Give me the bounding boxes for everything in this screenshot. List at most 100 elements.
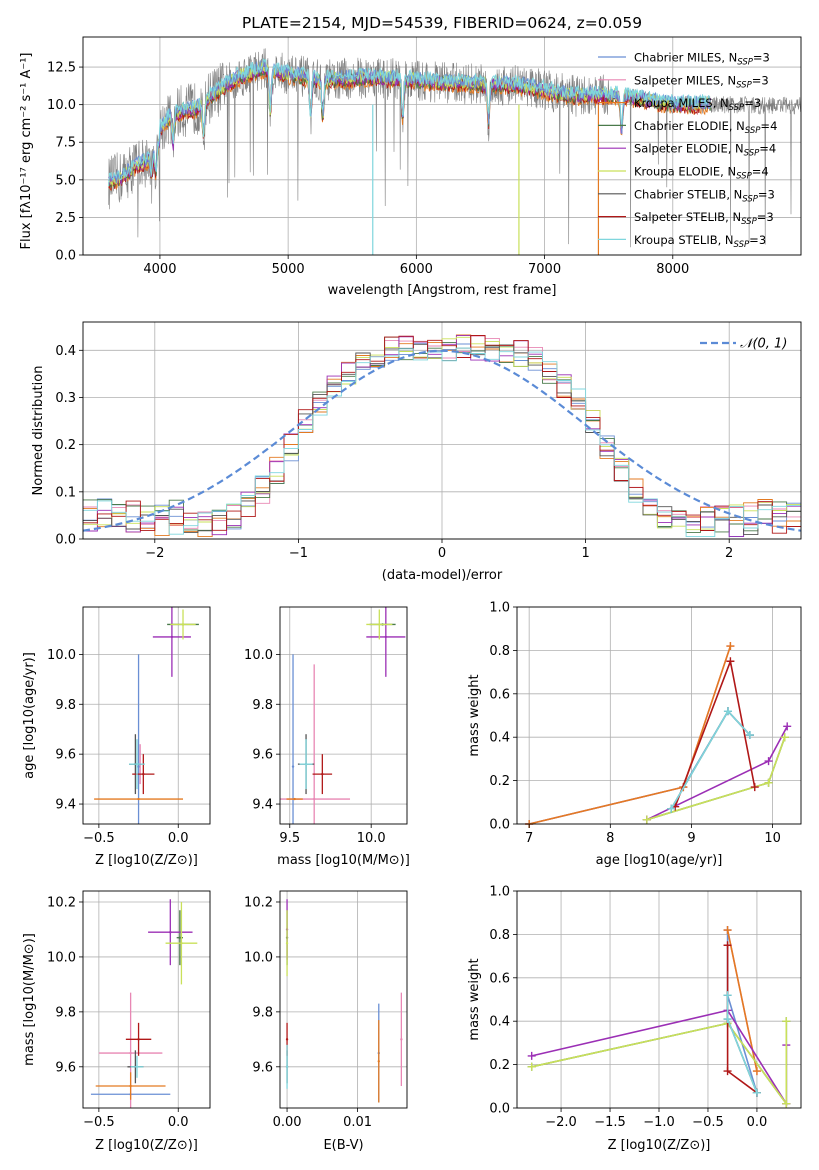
point-marker [312,797,316,801]
point-kroupa-elodie [366,609,393,640]
plot-area [108,48,801,255]
point-kroupa-miles [286,797,303,801]
x-tick-label: 5000 [272,262,305,277]
legend-eq: = [758,187,768,201]
x-tick-label: 2 [725,546,733,561]
point-marker [745,731,754,740]
y-tick-label: 0.4 [55,344,76,359]
legend-eq: = [760,119,770,133]
x-tick-label: −0.5 [83,1115,115,1130]
x-axis-label: Z [log10(Z/Z⊙)] [608,1138,711,1153]
legend-n: 4 [769,142,776,156]
y-tick-label: 10.0 [47,950,76,965]
legend-entry: Kroupa MILES, NSSP=3 [634,96,761,113]
y-axis-label: Normed distribution [31,366,46,496]
point-marker [667,804,676,813]
y-tick-label: 9.8 [55,698,76,713]
point-marker [321,772,324,776]
y-tick-label: 5.0 [55,173,76,188]
point-marker [304,762,308,766]
panel-age_vs_mass: 9.5 10.0 9.4 9.6 9.8 10.0 mass [log10(M/M⊙)] [244,606,410,868]
legend-sub: SSP [736,80,752,90]
plot-area [94,607,199,824]
panel-mass_weight_vs_age: 7 8 9 10 0.0 0.2 0.4 0.6 0.8 1.0 age [log10(age/yr… [467,601,802,868]
point-marker [291,765,295,768]
legend-eq: = [749,233,759,247]
legend-sub: SSP [744,149,760,159]
legend-sub: SSP [741,217,757,227]
y-axis-label: age [log10(age/yr)] [22,652,37,779]
y-axis-label: mass weight [467,674,482,756]
panel-mass_vs_ebv: 0.00 0.01 9.6 9.8 10.0 10.2 E(B-V) [244,890,408,1153]
point-marker [378,623,381,626]
x-tick-label: 0.0 [747,1115,768,1130]
residual-hist-kroupa-stelib [83,347,801,538]
x-tick-label: 4000 [143,262,176,277]
point-kroupa-stelib [285,1044,289,1089]
point-marker [180,941,183,945]
legend-eq: = [757,210,767,224]
y-tick-label: 0.8 [489,644,510,659]
legend-eq: = [744,96,754,110]
point-kroupa-elodie [165,901,198,985]
point-marker [780,733,789,742]
point-kroupa-miles [377,1020,380,1103]
point-marker [723,941,732,950]
x-tick-label: −1 [289,546,308,561]
y-tick-label: 12.5 [47,61,76,76]
x-tick-label: 0.00 [273,1115,302,1130]
x-tick-label: 1 [581,546,589,561]
series-salpeter-elodie [642,722,792,824]
point-marker [752,1088,761,1097]
y-tick-label: 0.2 [489,774,510,789]
legend-entry: Chabrier MILES, NSSP=3 [634,51,770,68]
legend-n-label: , N [728,142,744,156]
x-axis-label: age [log10(age/yr)] [596,853,723,868]
y-tick-label: 0.0 [489,818,510,833]
legend-n-label: , N [713,96,729,110]
point-marker [782,1017,791,1026]
point-kroupa-miles [94,797,184,801]
y-tick-label: 9.8 [55,1005,76,1020]
x-tick-label: 8 [606,831,614,846]
legend-series-name: Kroupa ELODIE [634,165,720,179]
y-tick-label: 0.2 [489,1058,510,1073]
x-tick-label: 0.01 [343,1115,372,1130]
point-marker [129,1051,132,1055]
legend-series-name: Salpeter STELIB [634,210,725,224]
y-axis-label: Flux [fλ10⁻¹⁷ erg cm⁻² s⁻¹ A⁻¹] [19,53,34,250]
residual-hist-kroupa-elodie [83,336,801,531]
point-marker [170,635,174,639]
point-salpeter-stelib [132,754,155,795]
panel-residuals: −2 −1 0 1 2 0.0 0.1 0.2 0.3 0.4 𝒩(0, 1) (data-model… [31,321,802,583]
x-tick-label: −1.5 [594,1115,626,1130]
y-tick-label: 9.8 [252,698,273,713]
point-marker [723,991,732,1000]
point-marker [135,1065,139,1068]
legend-series-name: Kroupa STELIB [634,233,718,247]
plot-area [525,642,792,828]
point-kroupa-stelib [129,739,145,790]
axes-frame [516,606,802,825]
point-marker [169,931,172,934]
model-spectrum-kroupa-stelib [108,57,712,187]
y-tick-label: 9.4 [55,798,76,813]
point-chabrier-miles [291,654,295,824]
y-tick-label: 0.6 [489,687,510,702]
plot-area [280,607,406,824]
point-marker [783,722,792,731]
axes-frame [82,321,802,540]
y-tick-label: 9.8 [252,1005,273,1020]
x-axis-label: Z [log10(Z/Z⊙)] [95,853,198,868]
x-tick-label: 8000 [656,262,689,277]
point-marker [764,778,773,787]
legend-eq: = [759,142,769,156]
legend-sub: SSP [736,172,752,182]
y-tick-label: 10.0 [244,648,273,663]
y-tick-label: 7.5 [55,136,76,151]
y-tick-label: 0.0 [489,1102,510,1117]
x-tick-label: 7 [525,831,533,846]
y-tick-label: 0.8 [489,928,510,943]
legend-n-label: , N [726,187,742,201]
